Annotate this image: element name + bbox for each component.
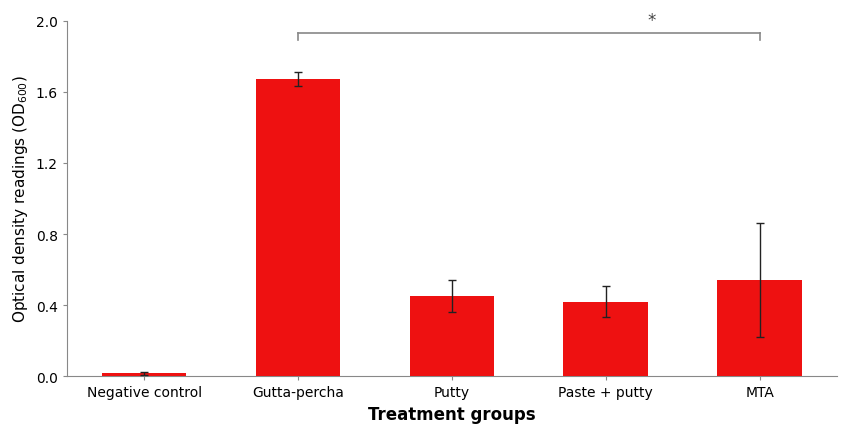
Text: *: * [648, 12, 656, 30]
Bar [717, 281, 802, 376]
X-axis label: Treatment groups: Treatment groups [368, 405, 536, 423]
Bar [256, 80, 340, 376]
Y-axis label: Optical density readings (OD$_{600}$): Optical density readings (OD$_{600}$) [11, 76, 31, 322]
Bar [410, 296, 494, 376]
Bar [563, 302, 648, 376]
Bar [102, 373, 187, 376]
